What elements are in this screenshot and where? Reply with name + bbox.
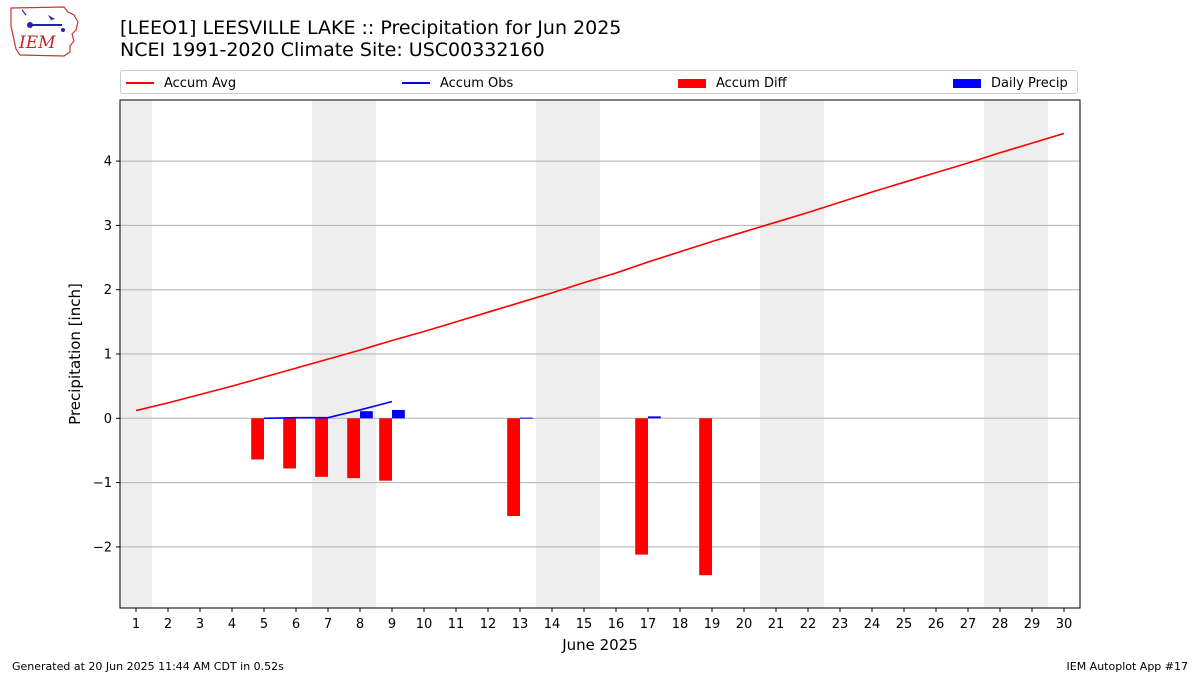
legend-label-accum-diff: Accum Diff [716,75,787,91]
bar-accum-diff [379,418,392,481]
legend-label-accum-obs: Accum Obs [440,75,514,91]
legend-item-daily-precip: Daily Precip [953,74,1068,92]
legend-item-accum-avg: Accum Avg [126,74,236,92]
iem-logo: IEM [8,6,82,62]
x-tick-label: 13 [512,617,529,632]
line-accum-avg [135,132,1065,412]
bar-accum-diff [251,418,264,460]
x-tick-label: 15 [576,617,593,632]
legend-item-accum-obs: Accum Obs [402,74,513,92]
x-tick-label: 3 [196,617,204,632]
x-tick-label: 2 [164,617,172,632]
logo-text: IEM [18,33,56,53]
x-tick-label: 9 [388,617,396,632]
bar-accum-diff [507,418,520,517]
x-tick-label: 28 [992,617,1009,632]
x-tick-label: 1 [132,617,140,632]
line-accum-obs [263,400,393,420]
x-axis-label: June 2025 [561,636,638,654]
legend-swatch-daily-precip [953,78,981,88]
x-tick-label: 4 [228,617,236,632]
bar-daily-precip [520,417,533,419]
y-tick-label: −2 [93,540,112,555]
footer-generated-text: Generated at 20 Jun 2025 11:44 AM CDT in… [12,660,284,673]
x-tick-label: 12 [480,617,497,632]
bar-daily-precip [392,409,405,419]
x-tick-label: 11 [448,617,465,632]
y-tick-label: 2 [104,283,112,298]
x-tick-label: 6 [292,617,300,632]
x-tick-label: 25 [896,617,913,632]
x-tick-label: 19 [704,617,721,632]
y-tick-label: 4 [104,155,112,170]
x-tick-label: 23 [832,617,849,632]
footer-app-text: IEM Autoplot App #17 [1066,660,1189,673]
x-tick-label: 17 [640,617,657,632]
legend-swatch-accum-diff [678,78,706,88]
legend-item-accum-diff: Accum Diff [678,74,787,92]
iem-logo-icon: IEM [10,6,79,57]
x-tick-label: 20 [736,617,753,632]
y-tick-label: 3 [104,219,112,234]
y-tick-label: −1 [93,476,112,491]
y-tick-label: 0 [104,412,112,427]
x-tick-label: 30 [1056,617,1073,632]
bar-daily-precip [648,416,661,419]
chart-title: [LEEO1] LEESVILLE LAKE :: Precipitation … [120,17,622,39]
legend-label-daily-precip: Daily Precip [991,75,1068,91]
x-tick-label: 16 [608,617,625,632]
x-tick-label: 21 [768,617,785,632]
bar-daily-precip [360,411,373,419]
bar-accum-diff [283,418,296,469]
x-tick-label: 27 [960,617,977,632]
x-tick-label: 26 [928,617,945,632]
bar-accum-diff [347,418,360,479]
x-tick-label: 14 [544,617,561,632]
y-tick-label: 1 [104,348,112,363]
y-axis-label: Precipitation [inch] [66,283,84,425]
x-tick-label: 18 [672,617,689,632]
bar-accum-diff [315,418,328,477]
x-tick-label: 29 [1024,617,1041,632]
legend-swatch-accum-avg [126,82,154,84]
x-tick-label: 10 [416,617,433,632]
x-tick-label: 5 [260,617,268,632]
chart-legend: Accum Avg Accum Obs Accum Diff Daily Pre… [120,70,1078,94]
bar-accum-diff [635,418,648,555]
chart-subtitle: NCEI 1991-2020 Climate Site: USC00332160 [120,39,545,61]
plot-frame [119,99,1081,609]
legend-swatch-accum-obs [402,82,430,84]
x-tick-label: 24 [864,617,881,632]
x-tick-label: 8 [356,617,364,632]
x-tick-label: 22 [800,617,817,632]
legend-label-accum-avg: Accum Avg [164,75,237,91]
bar-accum-diff [699,418,712,576]
x-tick-label: 7 [324,617,332,632]
